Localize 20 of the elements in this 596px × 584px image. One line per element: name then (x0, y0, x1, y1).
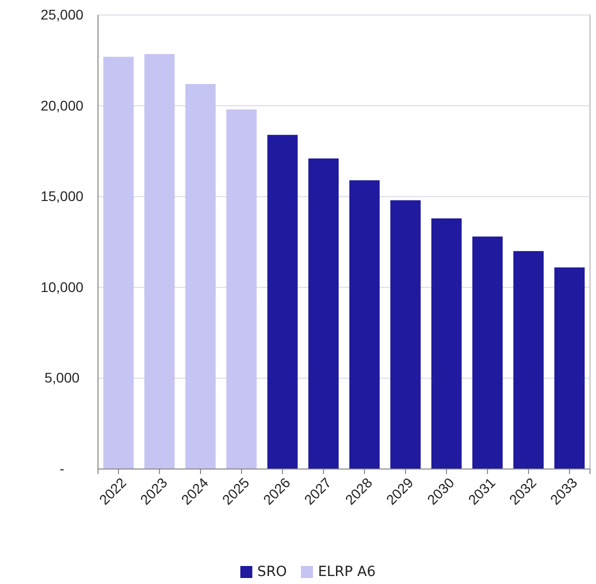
bar (308, 158, 339, 469)
y-tick-label: 15,000 (40, 188, 84, 204)
y-tick-label: 25,000 (40, 6, 84, 22)
bar (144, 54, 175, 469)
y-tick-label: - (60, 460, 65, 476)
bar (513, 251, 544, 469)
bar (431, 218, 462, 469)
bar (554, 267, 585, 469)
bar (472, 236, 503, 469)
legend-label: ELRP A6 (318, 564, 376, 580)
bar (349, 180, 380, 469)
bar (226, 109, 257, 469)
legend-label: SRO (257, 564, 287, 580)
bar (185, 84, 216, 469)
y-tick-label: 5,000 (44, 370, 80, 386)
y-tick-label: 20,000 (40, 97, 84, 114)
bar (103, 56, 134, 469)
y-tick-label: 10,000 (40, 278, 84, 295)
bar (390, 200, 421, 469)
bar (267, 134, 298, 469)
